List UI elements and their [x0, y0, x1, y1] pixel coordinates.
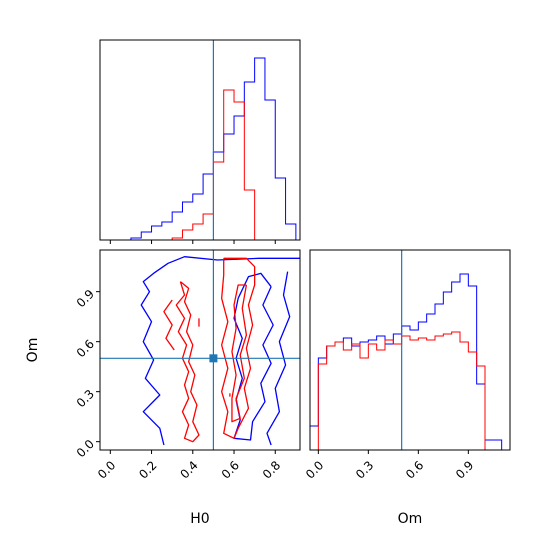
- x-axis-label-h0: H0: [190, 511, 209, 527]
- panel-frame: [309, 249, 511, 451]
- x-tick-label: 0.6: [219, 458, 242, 481]
- contour-red-1: [231, 284, 248, 423]
- x-tick-label: 0.0: [95, 458, 118, 481]
- x-tick-label: 0.0: [303, 458, 326, 481]
- y-tick-label: 0.6: [74, 337, 97, 360]
- contour-blue-0: [140, 256, 300, 446]
- y-axis-label-om: Om: [25, 338, 41, 363]
- om-histogram-panel: 0.0 0.3 0.6 0.9: [303, 249, 511, 482]
- y-tick-label: 0.0: [74, 437, 97, 460]
- x-tick-label: 0.6: [403, 458, 426, 481]
- truth-marker: [209, 354, 218, 363]
- y-tick-label: 0.9: [74, 287, 97, 310]
- histogram-series-blue: [310, 273, 503, 450]
- x-tick-label: 0.3: [353, 458, 376, 481]
- h0-histogram-panel: [99, 39, 301, 244]
- histogram-series-red: [110, 89, 296, 240]
- x-axis-label-om: Om: [398, 511, 423, 527]
- x-tick-label: 0.8: [260, 458, 283, 481]
- h0-om-contour-panel: 0.0 0.2 0.4 0.6 0.8 0.0 0.3 0.6 0.9: [74, 249, 301, 482]
- y-tick-label: 0.3: [74, 387, 97, 410]
- x-tick-label: 0.4: [177, 458, 200, 481]
- x-tick-label: 0.2: [136, 458, 159, 481]
- plot-area: [310, 250, 503, 450]
- panel-frame: [99, 249, 301, 451]
- contour-blue-2: [266, 271, 291, 446]
- plot-area: [100, 250, 300, 450]
- x-tick-label: 0.9: [453, 458, 476, 481]
- plot-area: [110, 40, 297, 240]
- contour-red-2: [175, 281, 200, 443]
- panel-frame: [99, 39, 301, 241]
- contour-red-0: [220, 257, 256, 439]
- histogram-series-blue: [110, 57, 297, 240]
- contour-red-3: [163, 299, 175, 351]
